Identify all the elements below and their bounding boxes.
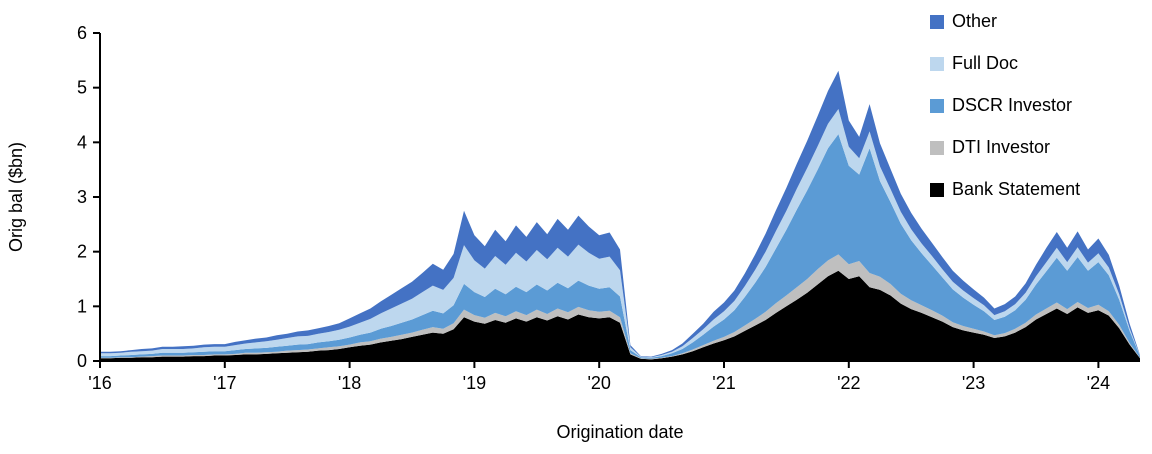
legend-item-dti-investor: DTI Investor: [930, 137, 1080, 158]
legend-label-dti-investor: DTI Investor: [952, 137, 1051, 157]
legend-label-full-doc: Full Doc: [952, 53, 1019, 73]
x-tick-label: '18: [338, 373, 361, 393]
legend-swatch-dscr-investor: [930, 98, 944, 113]
legend-swatch-bank-statement: [930, 182, 944, 197]
legend-item-full-doc: Full Doc: [930, 53, 1080, 74]
y-axis-title: Orig bal ($bn): [6, 142, 26, 252]
x-tick-label: '24: [1087, 373, 1110, 393]
area-dti-investor: [100, 254, 1140, 360]
legend-label-other: Other: [952, 11, 998, 31]
y-tick-label: 0: [77, 351, 87, 371]
x-tick-label: '22: [837, 373, 860, 393]
legend-label-bank-statement: Bank Statement: [952, 179, 1081, 199]
legend-item-bank-statement: Bank Statement: [930, 179, 1080, 200]
legend-label-dscr-investor: DSCR Investor: [952, 95, 1073, 115]
y-tick-label: 6: [77, 23, 87, 43]
x-tick-label: '23: [962, 373, 985, 393]
x-tick-label: '19: [463, 373, 486, 393]
legend: Other Full Doc DSCR Investor DTI Investor Ba…: [930, 11, 1080, 200]
y-tick-label: 1: [77, 296, 87, 316]
area-full-doc: [100, 109, 1140, 358]
y-tick-label: 4: [77, 132, 87, 152]
y-tick-label: 2: [77, 242, 87, 262]
area-bank-statement: [100, 270, 1140, 361]
x-tick-label: '16: [88, 373, 111, 393]
legend-swatch-full-doc: [930, 56, 944, 71]
x-tick-label: '17: [213, 373, 236, 393]
area-dscr-investor: [100, 134, 1140, 359]
legend-item-dscr-investor: DSCR Investor: [930, 95, 1080, 116]
x-tick-label: '21: [712, 373, 735, 393]
legend-swatch-dti-investor: [930, 140, 944, 155]
legend-item-other: Other: [930, 11, 1080, 32]
y-tick-label: 3: [77, 187, 87, 207]
areas: [100, 70, 1140, 361]
x-axis-title: Origination date: [556, 422, 683, 442]
y-tick-label: 5: [77, 78, 87, 98]
axes: 0 1 2 3 4 5 6 '16 '17 '18 '19 '20 '21 '22 '23 '24: [77, 23, 1140, 393]
x-tick-label: '20: [587, 373, 610, 393]
legend-swatch-other: [930, 14, 944, 29]
